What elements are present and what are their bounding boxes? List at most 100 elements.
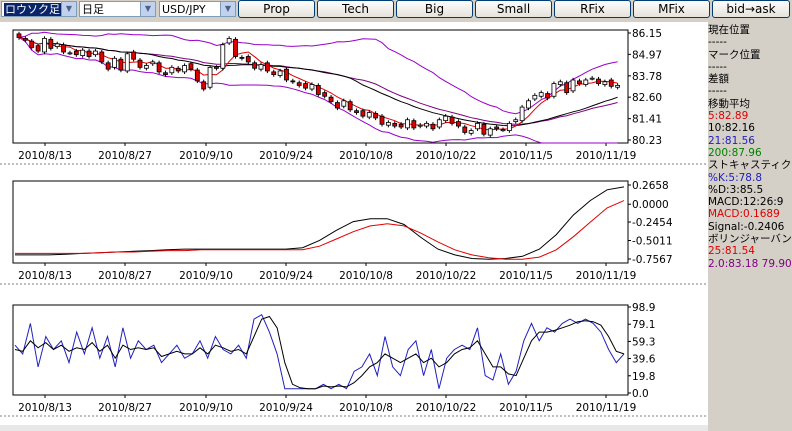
- stoch-d-value: %D:3:85.5: [708, 183, 764, 196]
- candle-body: [481, 123, 487, 135]
- x-tick-label: 2010/8/13: [18, 270, 72, 282]
- candle-body: [373, 113, 379, 119]
- candle-body: [513, 119, 519, 122]
- pair-value: USD/JPY: [162, 3, 206, 16]
- x-tick-label: 2010/9/10: [179, 270, 233, 282]
- candle-body: [417, 124, 423, 127]
- chevron-down-icon[interactable]: ▼: [140, 2, 155, 16]
- y-tick-label: 98.9: [632, 302, 655, 314]
- big-button[interactable]: Big: [396, 0, 473, 18]
- candle-body: [577, 80, 582, 85]
- chart-type-select[interactable]: ロウソク足 ▼: [1, 1, 77, 17]
- chevron-down-icon[interactable]: ▼: [61, 2, 76, 16]
- ma-10-value: 10:82.16: [708, 122, 755, 135]
- candle-body: [615, 85, 621, 88]
- candle-body: [500, 129, 506, 132]
- chart-type-value: ロウソク足: [4, 3, 61, 16]
- candle-body: [93, 50, 98, 56]
- period-value: 日足: [82, 3, 104, 16]
- candle-body: [443, 115, 449, 122]
- y-tick-label: 19.8: [632, 371, 655, 383]
- bid-ask-button[interactable]: bid→ask: [712, 0, 790, 18]
- mark-position-label: マーク位置: [708, 48, 761, 61]
- candle-body: [61, 44, 66, 53]
- candle-body: [48, 38, 54, 49]
- x-tick-label: 2010/8/27: [98, 150, 152, 162]
- candle-body: [233, 38, 238, 57]
- candle-body: [309, 84, 315, 90]
- candle-body: [398, 123, 404, 128]
- macd-panel: 0.2658 0.0000 -0.2454 -0.5011 -0.7567 2010/8/…: [0, 180, 708, 285]
- chart-scrollbar[interactable]: [0, 425, 708, 431]
- candle-body: [354, 110, 359, 113]
- y-tick-label: -0.2454: [632, 217, 673, 229]
- stoch-d-line: [14, 315, 625, 390]
- price-panel: 86.15 84.97 83.78 82.60 81.41 80.23 2010/8/13 2…: [0, 28, 708, 165]
- pair-select[interactable]: USD/JPY ▼: [159, 1, 236, 17]
- candle-body: [532, 94, 538, 100]
- chart-area[interactable]: 86.15 84.97 83.78 82.60 81.41 80.23 2010/8/13 2…: [0, 22, 708, 425]
- candle-body: [239, 57, 245, 59]
- x-tick-label: 2010/9/24: [259, 402, 313, 414]
- candle-body: [73, 50, 79, 56]
- current-position-label: 現在位置: [708, 24, 750, 36]
- macd-params: MACD:12:26:9: [708, 196, 784, 209]
- signal-value: Signal:-0.2406: [708, 220, 785, 233]
- candle-body: [220, 44, 226, 69]
- moving-average-label: 移動平均: [708, 97, 750, 110]
- candle-body: [456, 121, 461, 127]
- x-tick-label: 2010/10/8: [339, 270, 393, 282]
- x-tick-label: 2010/11/19: [576, 270, 637, 282]
- candle-body: [118, 58, 124, 71]
- y-tick-label: 59.3: [632, 336, 655, 348]
- x-tick-label: 2010/9/10: [179, 402, 233, 414]
- candle-body: [131, 51, 137, 60]
- rfix-button[interactable]: RFix: [554, 0, 631, 18]
- candle-body: [35, 45, 41, 52]
- small-button[interactable]: Small: [475, 0, 552, 18]
- difference-label: 差額: [708, 73, 729, 86]
- stochastic-panel: 98.9 79.1 59.3 39.6 19.8 0.0 2010/8/13 2010/8/2…: [0, 302, 708, 417]
- x-tick-label: 2010/8/27: [98, 402, 152, 414]
- plot-frame: [12, 180, 629, 264]
- candle-body: [258, 64, 264, 70]
- candle-body: [545, 93, 550, 99]
- candle-body: [194, 69, 200, 82]
- candle-body: [284, 68, 289, 81]
- candle-body: [366, 112, 372, 118]
- candle-body: [315, 85, 321, 95]
- candle-body: [80, 49, 86, 56]
- current-position-value: -----: [708, 36, 727, 49]
- candle-body: [156, 62, 162, 73]
- candle-body: [424, 122, 429, 127]
- macd-signal-line: [15, 200, 625, 260]
- candle-body: [385, 122, 391, 126]
- candle-body: [557, 81, 563, 85]
- bollinger-upper-line: [18, 31, 618, 115]
- candle-body: [475, 122, 480, 130]
- tech-button[interactable]: Tech: [317, 0, 394, 18]
- y-tick-label: 0.0000: [632, 199, 669, 211]
- candle-body: [188, 63, 194, 70]
- info-panel: 現在位置 ----- マーク位置 ----- 差額 ----- 移動平均 5:8…: [708, 24, 792, 270]
- x-tick-label: 2010/11/5: [499, 402, 553, 414]
- candle-body: [335, 102, 340, 109]
- x-tick-label: 2010/8/27: [98, 270, 152, 282]
- chevron-down-icon[interactable]: ▼: [220, 2, 235, 16]
- candle-body: [42, 38, 47, 53]
- toolbar: ロウソク足 ▼ 日足 ▼ USD/JPY ▼ Prop Tech Big Sma…: [0, 0, 792, 21]
- candle-body: [67, 52, 73, 55]
- difference-value: -----: [708, 85, 727, 98]
- x-tick-label: 2010/10/22: [416, 270, 477, 282]
- candle-body: [570, 79, 576, 92]
- x-tick-label: 2010/11/19: [576, 150, 637, 162]
- mfix-button[interactable]: MFix: [633, 0, 710, 18]
- x-tick-label: 2010/11/5: [499, 150, 553, 162]
- candle-body: [405, 119, 410, 129]
- candle-body: [487, 128, 493, 136]
- period-select[interactable]: 日足 ▼: [79, 1, 156, 17]
- x-tick-label: 2010/10/22: [416, 150, 477, 162]
- y-tick-label: 86.15: [632, 28, 662, 40]
- candle-body: [379, 115, 385, 125]
- prop-button[interactable]: Prop: [238, 0, 315, 18]
